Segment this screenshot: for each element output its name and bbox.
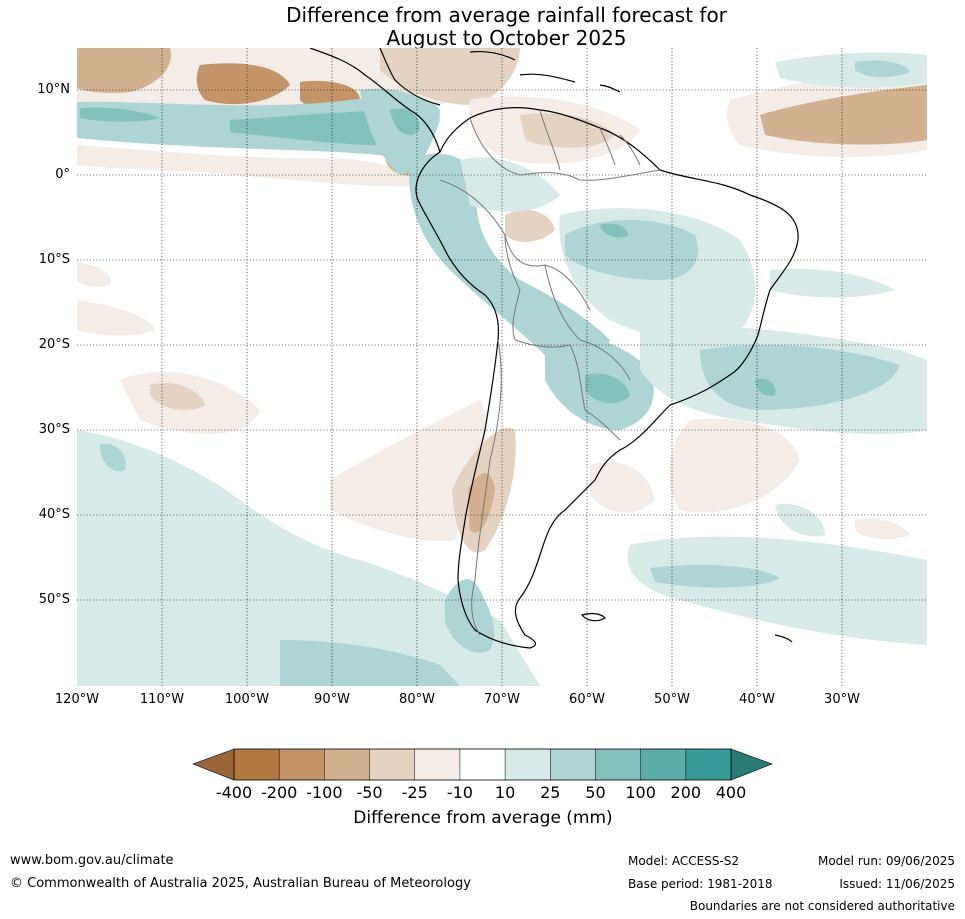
south-america-coastline xyxy=(415,107,799,649)
lon-label-30w: 30°W xyxy=(824,692,860,707)
colorbar-swatch xyxy=(595,748,642,781)
lat-label-10s: 10°S xyxy=(38,252,70,267)
lat-label-30s: 30°S xyxy=(38,422,70,437)
central-america-coastline-2 xyxy=(379,48,441,106)
anomaly-andes-dry-core xyxy=(468,473,495,533)
caribbean-islands xyxy=(469,50,621,93)
title-line-2: August to October 2025 xyxy=(386,26,627,50)
colorbar-swatch xyxy=(504,748,552,781)
anomaly-equatorial-dry xyxy=(77,145,430,187)
lon-label-50w: 50°W xyxy=(654,692,690,707)
colorbar-frame xyxy=(233,748,732,781)
anomaly-east-pacific-dry xyxy=(330,400,487,541)
footer-base-period: Base period: 1981-2018 xyxy=(628,877,773,891)
anomaly-paraguay-wet-core xyxy=(585,373,630,404)
colorbar-swatch xyxy=(369,748,416,781)
anomaly-south-pacific-wet-2 xyxy=(280,640,460,686)
anomaly-atlantic-dry xyxy=(669,418,800,513)
anomaly-atlantic-wet-south-2 xyxy=(775,504,825,537)
colorbar-tick-label: 25 xyxy=(540,783,561,802)
title-line-1: Difference from average rainfall forecas… xyxy=(286,3,727,27)
country-borders xyxy=(439,109,661,636)
lat-label-40s: 40°S xyxy=(38,507,70,522)
colorbar-swatch xyxy=(278,748,326,781)
anomaly-caribbean-dry xyxy=(380,48,520,105)
colorbar-tick-label: 400 xyxy=(715,783,747,802)
lon-label-40w: 40°W xyxy=(739,692,775,707)
colorbar-swatch xyxy=(414,748,461,781)
colorbar-tick-label: -10 xyxy=(446,783,473,802)
lon-label-110w: 110°W xyxy=(139,692,185,707)
anomaly-atlantic-wet-east xyxy=(770,268,895,298)
footer-copyright: © Commonwealth of Australia 2025, Austra… xyxy=(10,876,471,891)
colorbar-tick-label: -200 xyxy=(261,783,298,802)
footer-model-run: Model run: 09/06/2025 xyxy=(817,854,955,868)
footer-disclaimer: Boundaries are not considered authoritat… xyxy=(689,899,955,913)
anomaly-colombia-wet xyxy=(360,88,440,175)
footer-model: Model: ACCESS-S2 xyxy=(628,854,740,868)
colorbar-swatch xyxy=(550,748,597,781)
south-georgia xyxy=(774,634,793,643)
anomaly-south-atlantic-wet-spot xyxy=(755,378,776,396)
graticule xyxy=(77,48,927,686)
footer-website: www.bom.gov.au/climate xyxy=(10,853,174,868)
colorbar-tick-label: -400 xyxy=(215,783,253,802)
coastlines xyxy=(309,48,799,649)
anomaly-itcz-dry-north-2 xyxy=(77,48,171,93)
anomaly-north-atlantic-wet xyxy=(775,52,927,88)
colorbar-tick-label: -100 xyxy=(306,783,343,802)
lon-label-60w: 60°W xyxy=(569,692,605,707)
colorbar-tick-label: -50 xyxy=(356,783,383,802)
anomaly-amazon-north-wet xyxy=(460,157,560,212)
anomaly-colombia-wet-core xyxy=(390,108,420,135)
colorbar-tick-label: -25 xyxy=(401,783,428,802)
anomaly-itcz-wet-west xyxy=(80,107,160,122)
anomaly-itcz-dry-north-3 xyxy=(196,63,290,105)
lon-label-70w: 70°W xyxy=(484,692,520,707)
lon-label-120w: 120°W xyxy=(54,692,100,707)
anomaly-brazil-wet-spot xyxy=(600,223,629,238)
lon-label-80w: 80°W xyxy=(399,692,435,707)
lat-label-50s: 50°S xyxy=(38,592,70,607)
anomaly-south-pacific-wet xyxy=(77,430,540,686)
anomaly-south-atlantic-wet-core xyxy=(700,345,900,410)
anomaly-atlantic-dry-2 xyxy=(590,461,655,513)
rainfall-anomaly-fields xyxy=(77,48,927,686)
anomaly-west-pacific-dry-2 xyxy=(77,300,155,336)
colorbar-high-extend-arrow xyxy=(730,748,773,781)
colorbar-tick-label: 100 xyxy=(625,783,656,802)
colorbar-swatch xyxy=(459,748,506,781)
falklands xyxy=(580,612,606,622)
colorbar-swatch xyxy=(233,748,280,781)
colorbar-tick-label: 10 xyxy=(494,783,516,802)
colorbar-tick-label: 200 xyxy=(670,783,702,802)
anomaly-atlantic-dry-3 xyxy=(855,518,910,540)
anomaly-brazil-wet-core xyxy=(565,220,699,280)
colorbar-swatches xyxy=(233,748,732,781)
anomaly-south-pacific-wet-3 xyxy=(100,444,126,472)
colorbar-tick-label: 50 xyxy=(585,783,606,802)
lon-label-100w: 100°W xyxy=(224,692,270,707)
anomaly-east-pacific-dry-3 xyxy=(150,382,205,411)
colorbar-swatch xyxy=(685,748,732,781)
colorbar-swatch xyxy=(640,748,687,781)
chart-title: Difference from average rainfall forecas… xyxy=(0,4,965,50)
colorbar-low-extend-arrow xyxy=(192,748,235,781)
anomaly-north-atlantic-dry-core xyxy=(760,85,927,145)
footer-issued: Issued: 11/06/2025 xyxy=(839,877,955,891)
anomaly-atlantic-wet-south-core xyxy=(650,565,780,588)
anomaly-west-pacific-dry xyxy=(77,262,111,288)
anomaly-atlantic-wet-south xyxy=(627,536,927,645)
lat-label-20s: 20°S xyxy=(38,337,70,352)
anomaly-north-atlantic-wet-core xyxy=(855,60,910,78)
lat-label-0: 0° xyxy=(55,167,70,182)
central-america-coastline xyxy=(309,48,441,153)
anomaly-amazon-dry xyxy=(505,210,555,242)
colorbar-swatch xyxy=(324,748,371,781)
lon-label-90w: 90°W xyxy=(314,692,350,707)
colorbar-label: Difference from average (mm) xyxy=(353,808,613,828)
lat-label-10n: 10°N xyxy=(37,82,70,97)
